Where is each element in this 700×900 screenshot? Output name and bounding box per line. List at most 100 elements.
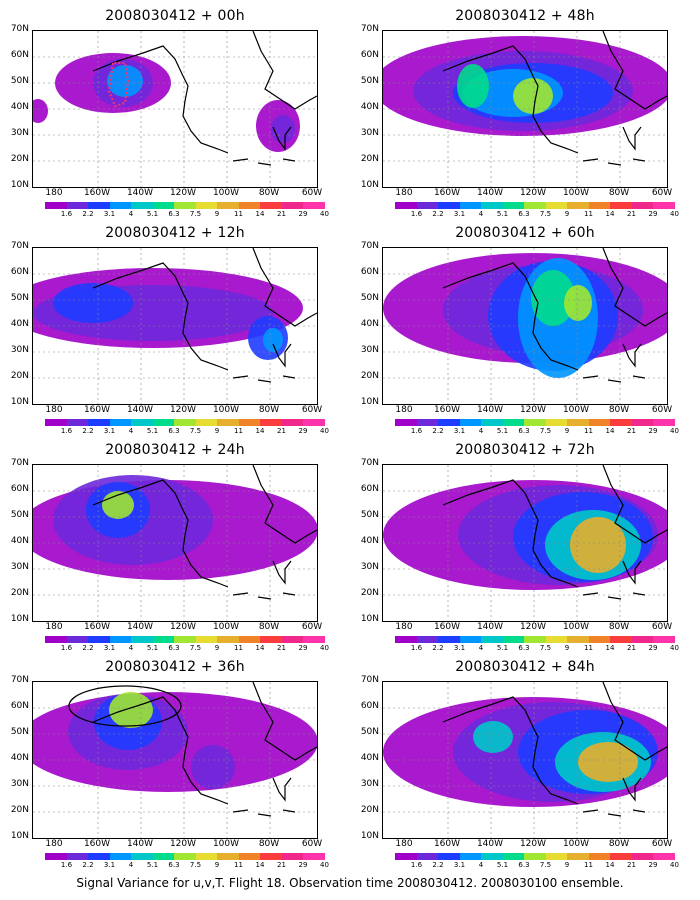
colorbar-swatch bbox=[610, 636, 632, 643]
colorbar-label: 5.1 bbox=[146, 427, 159, 435]
colorbar-swatch bbox=[567, 853, 589, 860]
colorbar-label: 3.1 bbox=[103, 861, 116, 869]
map-panel: 2008030412 + 48h 70N 60N 50N 40N 30N 20N 10N 180… bbox=[350, 0, 700, 218]
map-plot bbox=[382, 681, 668, 839]
coastline bbox=[622, 126, 642, 151]
colorbar-swatch bbox=[174, 636, 196, 643]
y-tick-label: 70N bbox=[10, 24, 29, 34]
y-tick-label: 40N bbox=[10, 536, 29, 546]
colorbar-label: 6.3 bbox=[168, 427, 180, 435]
colorbar-swatch bbox=[588, 636, 610, 643]
coastline bbox=[92, 45, 229, 154]
colorbar-label: 6.3 bbox=[518, 644, 530, 652]
colorbar-swatch bbox=[109, 853, 131, 860]
x-tick-label: 140W bbox=[476, 839, 504, 849]
colorbar-label: 9 bbox=[214, 644, 220, 652]
y-tick-label: 70N bbox=[360, 24, 379, 34]
map-plot bbox=[382, 30, 668, 188]
colorbar-swatch bbox=[459, 636, 481, 643]
colorbar-label: 9 bbox=[214, 210, 220, 218]
x-tick-label: 120W bbox=[169, 188, 197, 198]
y-tick-label: 60N bbox=[10, 484, 29, 494]
x-tick-label: 80W bbox=[258, 622, 280, 632]
colorbar-swatch bbox=[45, 419, 67, 426]
colorbar-label: 14 bbox=[255, 210, 265, 218]
colorbar-label: 29 bbox=[648, 210, 658, 218]
y-tick-label: 60N bbox=[360, 50, 379, 60]
y-tick-label: 40N bbox=[360, 319, 379, 329]
colorbar-label: 4 bbox=[478, 861, 484, 869]
flight-track bbox=[107, 62, 130, 108]
panel-title: 2008030412 + 48h bbox=[455, 8, 595, 24]
y-tick-label: 70N bbox=[360, 675, 379, 685]
x-tick-label: 120W bbox=[519, 405, 547, 415]
colorbar-swatch bbox=[45, 636, 67, 643]
coastline bbox=[252, 682, 317, 761]
colorbar-swatch bbox=[438, 202, 460, 209]
colorbar-label: 7.5 bbox=[539, 210, 552, 218]
map-plot bbox=[32, 247, 318, 405]
x-tick-label: 160W bbox=[433, 839, 461, 849]
colorbar-label: 1.6 bbox=[410, 861, 423, 869]
map-panel: 2008030412 + 12h 70N 60N 50N 40N 30N 20N 10N 180… bbox=[0, 217, 350, 435]
variance-contour bbox=[473, 721, 513, 753]
y-tick-label: 10N bbox=[360, 397, 379, 407]
colorbar-swatch bbox=[481, 202, 503, 209]
map-svg bbox=[383, 248, 667, 404]
colorbar-swatch bbox=[109, 636, 131, 643]
colorbar-swatch bbox=[653, 636, 675, 643]
y-tick-label: 50N bbox=[10, 293, 29, 303]
x-tick-label: 60W bbox=[651, 188, 673, 198]
map-panel: 2008030412 + 00h 70N 60N 50N 40N 30N 20N 10N 180… bbox=[0, 0, 350, 218]
x-tick-label: 100W bbox=[562, 839, 590, 849]
y-tick-label: 20N bbox=[10, 371, 29, 381]
y-tick-label: 20N bbox=[360, 154, 379, 164]
colorbar-label: 4 bbox=[478, 644, 484, 652]
colorbar-swatch bbox=[631, 202, 653, 209]
x-tick-label: 180 bbox=[395, 188, 413, 198]
coastline bbox=[252, 465, 317, 544]
colorbar-swatch bbox=[260, 202, 282, 209]
colorbar-swatch bbox=[66, 419, 88, 426]
coastline bbox=[232, 809, 296, 817]
colorbar-label: 11 bbox=[584, 644, 593, 652]
colorbar-label: 1.6 bbox=[410, 427, 423, 435]
colorbar-swatch bbox=[66, 853, 88, 860]
x-tick-label: 140W bbox=[476, 622, 504, 632]
colorbar-swatch bbox=[303, 419, 325, 426]
coastline bbox=[622, 777, 642, 802]
x-tick-label: 100W bbox=[212, 839, 240, 849]
colorbar-label: 4 bbox=[478, 210, 484, 218]
map-svg bbox=[33, 248, 317, 404]
colorbar-label: 29 bbox=[298, 210, 308, 218]
variance-contour bbox=[570, 517, 626, 573]
variance-contour bbox=[191, 745, 235, 789]
map-svg bbox=[383, 682, 667, 838]
colorbar-label: 21 bbox=[627, 644, 636, 652]
map-panel: 2008030412 + 24h 70N 60N 50N 40N 30N 20N 10N 180… bbox=[0, 434, 350, 652]
y-tick-label: 30N bbox=[10, 128, 29, 138]
colorbar-swatch bbox=[238, 636, 260, 643]
colorbar-swatch bbox=[281, 636, 303, 643]
colorbar-swatch bbox=[588, 419, 610, 426]
y-tick-label: 20N bbox=[360, 588, 379, 598]
colorbar-label: 21 bbox=[277, 210, 286, 218]
colorbar-swatch bbox=[238, 202, 260, 209]
y-tick-label: 60N bbox=[360, 701, 379, 711]
colorbar-swatch bbox=[502, 636, 524, 643]
colorbar-label: 4 bbox=[128, 210, 134, 218]
colorbar-label: 14 bbox=[605, 210, 615, 218]
x-tick-label: 180 bbox=[45, 405, 63, 415]
panel-title: 2008030412 + 60h bbox=[455, 225, 595, 241]
colorbar-swatch bbox=[588, 202, 610, 209]
x-tick-label: 80W bbox=[258, 188, 280, 198]
y-tick-label: 10N bbox=[360, 180, 379, 190]
colorbar-swatch bbox=[217, 202, 239, 209]
colorbar-label: 40 bbox=[670, 644, 679, 652]
colorbar-label: 6.3 bbox=[168, 210, 180, 218]
colorbar-swatch bbox=[45, 202, 67, 209]
x-tick-label: 120W bbox=[519, 839, 547, 849]
colorbar-swatch bbox=[653, 202, 675, 209]
coastline bbox=[272, 777, 292, 802]
colorbar-label: 40 bbox=[320, 427, 329, 435]
